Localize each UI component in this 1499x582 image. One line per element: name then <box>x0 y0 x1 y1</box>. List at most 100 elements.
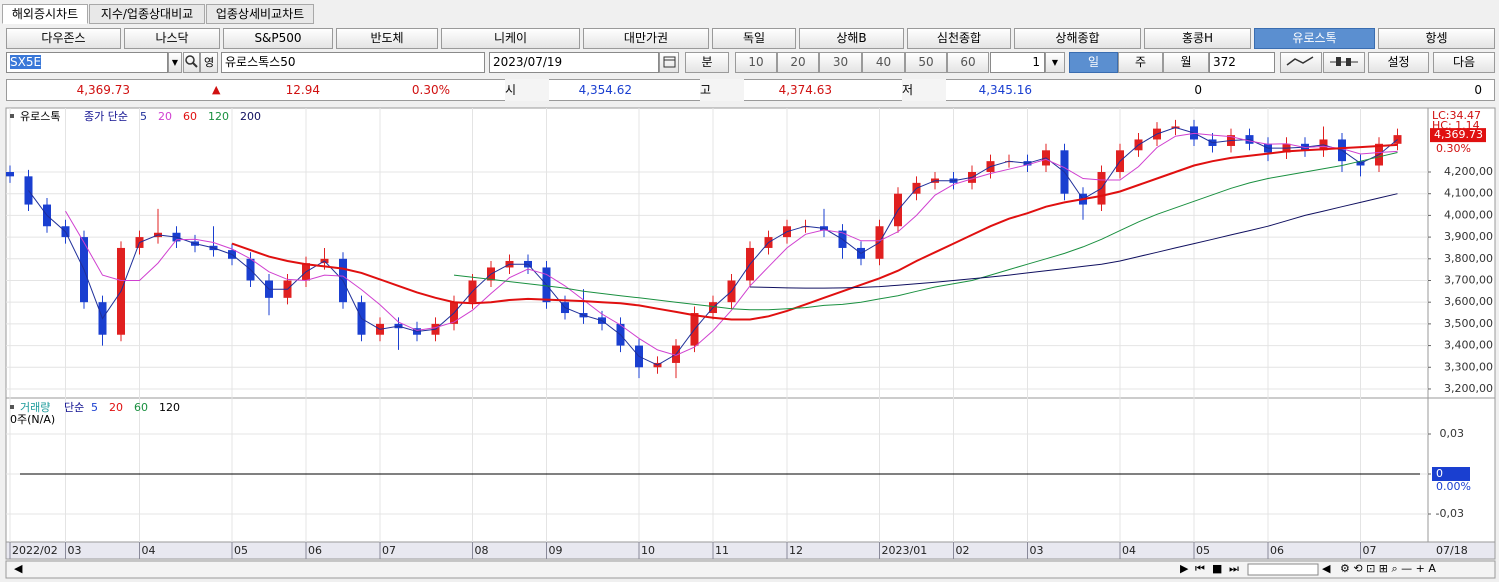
legend-item: 20 <box>158 110 172 123</box>
day-button[interactable]: 일 <box>1069 52 1118 73</box>
market-button[interactable]: 니케이 <box>441 28 580 49</box>
open: 4,354.62 <box>578 83 632 97</box>
y-tick-label: -0,03 <box>1436 507 1464 520</box>
market-button[interactable]: 유로스톡 <box>1254 28 1375 49</box>
y-tick-label: 3,400,00 <box>1444 339 1493 352</box>
legend-item: 60 <box>183 110 197 123</box>
chart-type-button[interactable] <box>1280 52 1322 73</box>
pct-label: 0.00% <box>1436 480 1471 493</box>
change-pct: 0.30% <box>411 83 450 97</box>
code-input[interactable]: SX5E <box>6 52 168 73</box>
market-button[interactable]: 심천종합 <box>907 28 1011 49</box>
y-tick-label: 3,600,00 <box>1444 295 1493 308</box>
scrollbar[interactable] <box>5 560 1496 579</box>
x-tick-label: 11 <box>715 544 729 557</box>
dropdown[interactable]: ▼ <box>1045 52 1065 73</box>
y-tick-label: 3,900,00 <box>1444 230 1493 243</box>
market-button[interactable]: S&P500 <box>223 28 333 49</box>
next-button[interactable]: 다음 <box>1433 52 1495 73</box>
tab[interactable]: 업종상세비교차트 <box>206 4 314 24</box>
count-input[interactable]: 1 <box>990 52 1045 73</box>
x-tick-label: 04 <box>142 544 156 557</box>
interval-button[interactable]: 40 <box>862 52 905 73</box>
week-button[interactable]: 주 <box>1118 52 1163 73</box>
settings-button[interactable]: 설정 <box>1368 52 1429 73</box>
date-input[interactable]: 2023/07/19 <box>489 52 659 73</box>
market-button[interactable]: 홍콩H <box>1144 28 1251 49</box>
interval-button[interactable]: 60 <box>947 52 989 73</box>
y-tick-label: 3,200,00 <box>1444 382 1493 395</box>
month-button[interactable]: 월 <box>1163 52 1209 73</box>
chart-type-button[interactable] <box>1323 52 1365 73</box>
candle-icon <box>1330 57 1358 66</box>
low-label: 저 <box>902 79 946 101</box>
candle-body <box>6 172 14 177</box>
svg-text:⚙ ⟲ ⊡ ⊞ ⌕ — + A: ⚙ ⟲ ⊡ ⊞ ⌕ — + A <box>1340 562 1436 575</box>
pct-label: 0.30% <box>1436 142 1471 155</box>
scroll-controls[interactable]: ▶ ⏮ ■ ⏭ ◀ ⚙ ⟲ ⊡ ⊞ ⌕ — + A <box>1180 562 1436 576</box>
market-button[interactable]: 독일 <box>712 28 796 49</box>
volume: 0 <box>1194 83 1202 97</box>
y-tick-label: 0,03 <box>1440 427 1465 440</box>
ma-line <box>231 143 1398 321</box>
dropdown[interactable]: ▼ <box>168 52 182 73</box>
x-tick-label: 03 <box>1030 544 1044 557</box>
code-text: SX5E <box>10 55 42 69</box>
name-field: 유로스톡스50 <box>221 52 485 73</box>
x-tick-label: 07 <box>1363 544 1377 557</box>
x-tick-label: 06 <box>1270 544 1284 557</box>
legend-item: 20 <box>109 401 123 414</box>
last-price: 4,369.73 <box>76 83 130 97</box>
market-button[interactable]: 항셍 <box>1378 28 1495 49</box>
ma-line <box>65 132 1398 356</box>
svg-text:■: ■ <box>1212 562 1222 575</box>
minute-button[interactable]: 분 <box>685 52 729 73</box>
y-tick-label: 4,200,00 <box>1444 165 1493 178</box>
legend-item: 120 <box>208 110 229 123</box>
svg-text:▶: ▶ <box>1180 562 1189 575</box>
market-button[interactable]: 대만가권 <box>583 28 709 49</box>
y-tick-label: 4,000,00 <box>1444 208 1493 221</box>
candle-body <box>1393 135 1402 144</box>
high-label: 고 <box>700 79 744 101</box>
tab[interactable]: 해외증시차트 <box>2 4 88 24</box>
market-button[interactable]: 상해종합 <box>1014 28 1141 49</box>
y-tick-label: 3,500,00 <box>1444 317 1493 330</box>
svg-text:⏭: ⏭ <box>1229 562 1239 575</box>
y-tick-label: 3,700,00 <box>1444 273 1493 286</box>
market-button[interactable]: 나스닥 <box>124 28 220 49</box>
bars-input[interactable]: 372 <box>1209 52 1275 73</box>
y-tick-label: 4,100,00 <box>1444 187 1493 200</box>
line-icon <box>1286 56 1314 66</box>
chart-frame <box>5 107 1496 543</box>
svg-text:◀: ◀ <box>1322 562 1331 575</box>
interval-button[interactable]: 30 <box>819 52 862 73</box>
interval-button[interactable]: 20 <box>777 52 819 73</box>
legend-icon <box>10 114 14 118</box>
change-arrow: ▲ <box>212 83 221 96</box>
legend-title: 유로스톡 <box>20 110 60 123</box>
x-tick-label: 2023/01 <box>882 544 928 557</box>
note: 0주(N/A) <box>10 413 55 426</box>
lang-button[interactable]: 영 <box>200 52 218 73</box>
interval-button[interactable]: 50 <box>905 52 947 73</box>
scroll-left[interactable]: ◀ <box>14 562 23 575</box>
market-button[interactable]: 다우존스 <box>6 28 121 49</box>
x-tick-label: 08 <box>475 544 489 557</box>
market-button[interactable]: 상해B <box>799 28 904 49</box>
interval-button[interactable]: 10 <box>735 52 777 73</box>
x-tick-label: 03 <box>68 544 82 557</box>
x-tick-label: 10 <box>641 544 655 557</box>
calendar-button[interactable] <box>659 52 679 73</box>
search-button[interactable] <box>183 52 200 73</box>
search-icon <box>185 55 198 68</box>
candle <box>1393 128 1402 151</box>
high: 4,374.63 <box>778 83 832 97</box>
tab[interactable]: 지수/업종상대비교 <box>89 4 205 24</box>
market-button[interactable]: 반도체 <box>336 28 438 49</box>
chart: ◀ ▶ ⏮ ■ ⏭ ◀ ⚙ ⟲ ⊡ ⊞ ⌕ — + A 3,200,00 3,300,0… <box>5 107 1496 579</box>
legend-item: 60 <box>134 401 148 414</box>
x-tick-label: 05 <box>234 544 248 557</box>
x-tick-label: 07 <box>382 544 396 557</box>
